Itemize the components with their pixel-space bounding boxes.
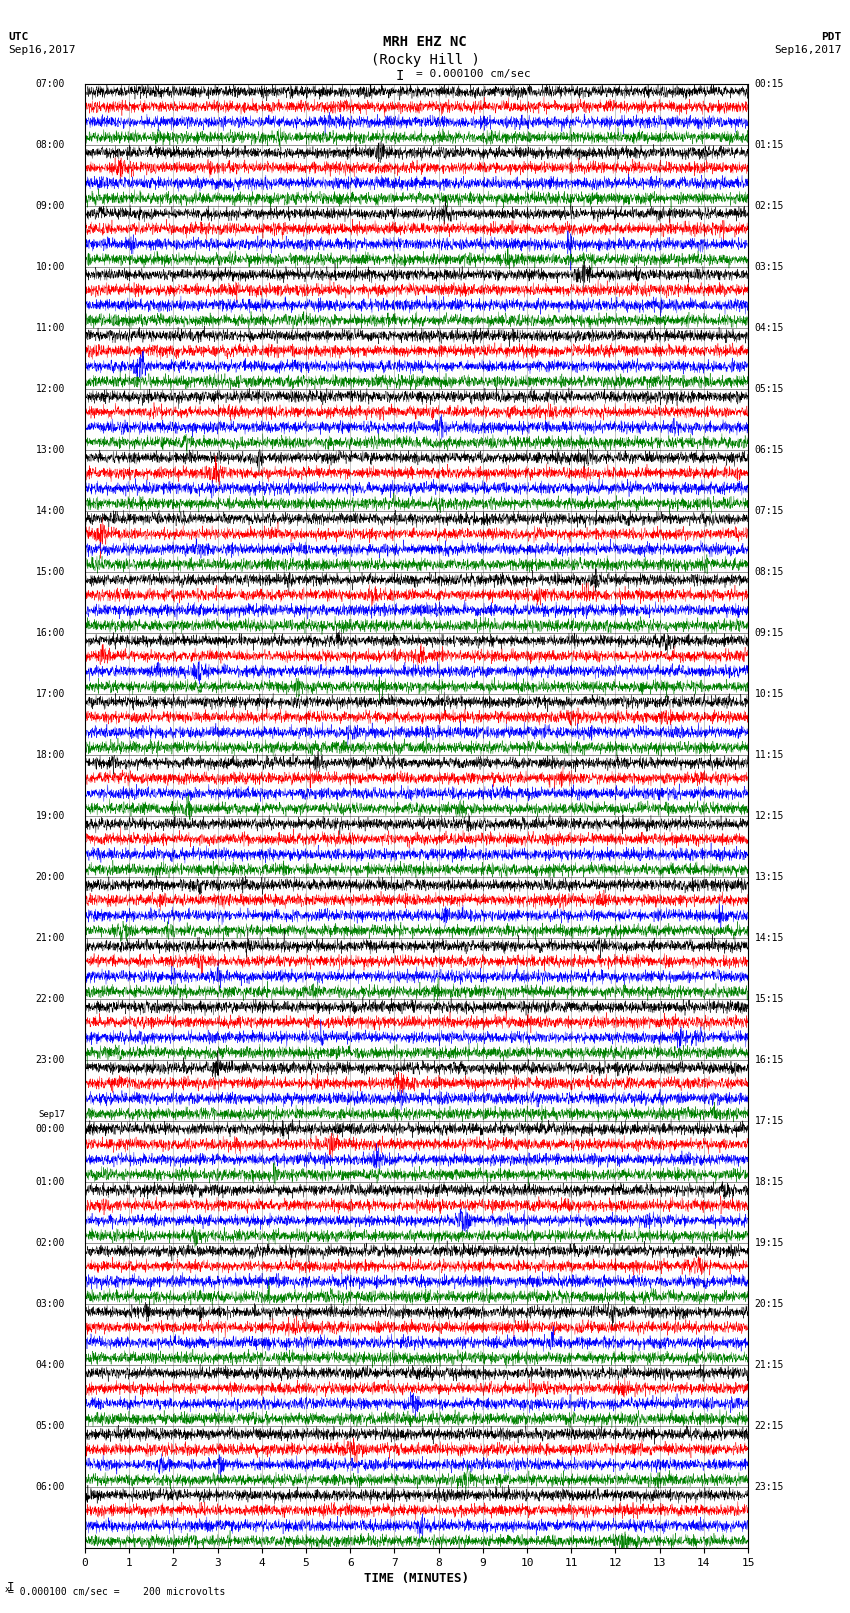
Text: 09:15: 09:15	[755, 627, 784, 639]
Text: MRH EHZ NC: MRH EHZ NC	[383, 35, 467, 50]
Text: 20:00: 20:00	[36, 873, 65, 882]
Text: 06:00: 06:00	[36, 1482, 65, 1492]
Text: 21:15: 21:15	[755, 1360, 784, 1371]
Text: 12:00: 12:00	[36, 384, 65, 394]
Text: I: I	[395, 69, 404, 84]
Text: Sep17: Sep17	[38, 1110, 65, 1119]
X-axis label: TIME (MINUTES): TIME (MINUTES)	[364, 1573, 469, 1586]
Text: 02:00: 02:00	[36, 1239, 65, 1248]
Text: 08:00: 08:00	[36, 140, 65, 150]
Text: 19:00: 19:00	[36, 811, 65, 821]
Text: 22:00: 22:00	[36, 994, 65, 1005]
Text: 12:15: 12:15	[755, 811, 784, 821]
Text: = 0.000100 cm/sec: = 0.000100 cm/sec	[416, 69, 531, 79]
Text: 07:15: 07:15	[755, 506, 784, 516]
Text: 06:15: 06:15	[755, 445, 784, 455]
Text: 13:15: 13:15	[755, 873, 784, 882]
Text: x: x	[4, 1584, 9, 1594]
Text: 20:15: 20:15	[755, 1300, 784, 1310]
Text: 15:15: 15:15	[755, 994, 784, 1005]
Text: 15:00: 15:00	[36, 568, 65, 577]
Text: 03:00: 03:00	[36, 1300, 65, 1310]
Text: 11:15: 11:15	[755, 750, 784, 760]
Text: UTC: UTC	[8, 32, 29, 42]
Text: I: I	[7, 1581, 14, 1594]
Text: 16:00: 16:00	[36, 627, 65, 639]
Text: 11:00: 11:00	[36, 323, 65, 332]
Text: 02:15: 02:15	[755, 202, 784, 211]
Text: 03:15: 03:15	[755, 261, 784, 273]
Text: 01:00: 01:00	[36, 1177, 65, 1187]
Text: 05:15: 05:15	[755, 384, 784, 394]
Text: 23:15: 23:15	[755, 1482, 784, 1492]
Text: Sep16,2017: Sep16,2017	[774, 45, 842, 55]
Text: 00:00: 00:00	[36, 1124, 65, 1134]
Text: 10:00: 10:00	[36, 261, 65, 273]
Text: 21:00: 21:00	[36, 934, 65, 944]
Text: Sep16,2017: Sep16,2017	[8, 45, 76, 55]
Text: 04:00: 04:00	[36, 1360, 65, 1371]
Text: 05:00: 05:00	[36, 1421, 65, 1431]
Text: 13:00: 13:00	[36, 445, 65, 455]
Text: 01:15: 01:15	[755, 140, 784, 150]
Text: 04:15: 04:15	[755, 323, 784, 332]
Text: 16:15: 16:15	[755, 1055, 784, 1065]
Text: 23:00: 23:00	[36, 1055, 65, 1065]
Text: 10:15: 10:15	[755, 689, 784, 698]
Text: 18:15: 18:15	[755, 1177, 784, 1187]
Text: 17:15: 17:15	[755, 1116, 784, 1126]
Text: 14:00: 14:00	[36, 506, 65, 516]
Text: 08:15: 08:15	[755, 568, 784, 577]
Text: = 0.000100 cm/sec =    200 microvolts: = 0.000100 cm/sec = 200 microvolts	[8, 1587, 226, 1597]
Text: PDT: PDT	[821, 32, 842, 42]
Text: 14:15: 14:15	[755, 934, 784, 944]
Text: 22:15: 22:15	[755, 1421, 784, 1431]
Text: 18:00: 18:00	[36, 750, 65, 760]
Text: 19:15: 19:15	[755, 1239, 784, 1248]
Text: 17:00: 17:00	[36, 689, 65, 698]
Text: (Rocky Hill ): (Rocky Hill )	[371, 53, 479, 68]
Text: 09:00: 09:00	[36, 202, 65, 211]
Text: 07:00: 07:00	[36, 79, 65, 89]
Text: 00:15: 00:15	[755, 79, 784, 89]
